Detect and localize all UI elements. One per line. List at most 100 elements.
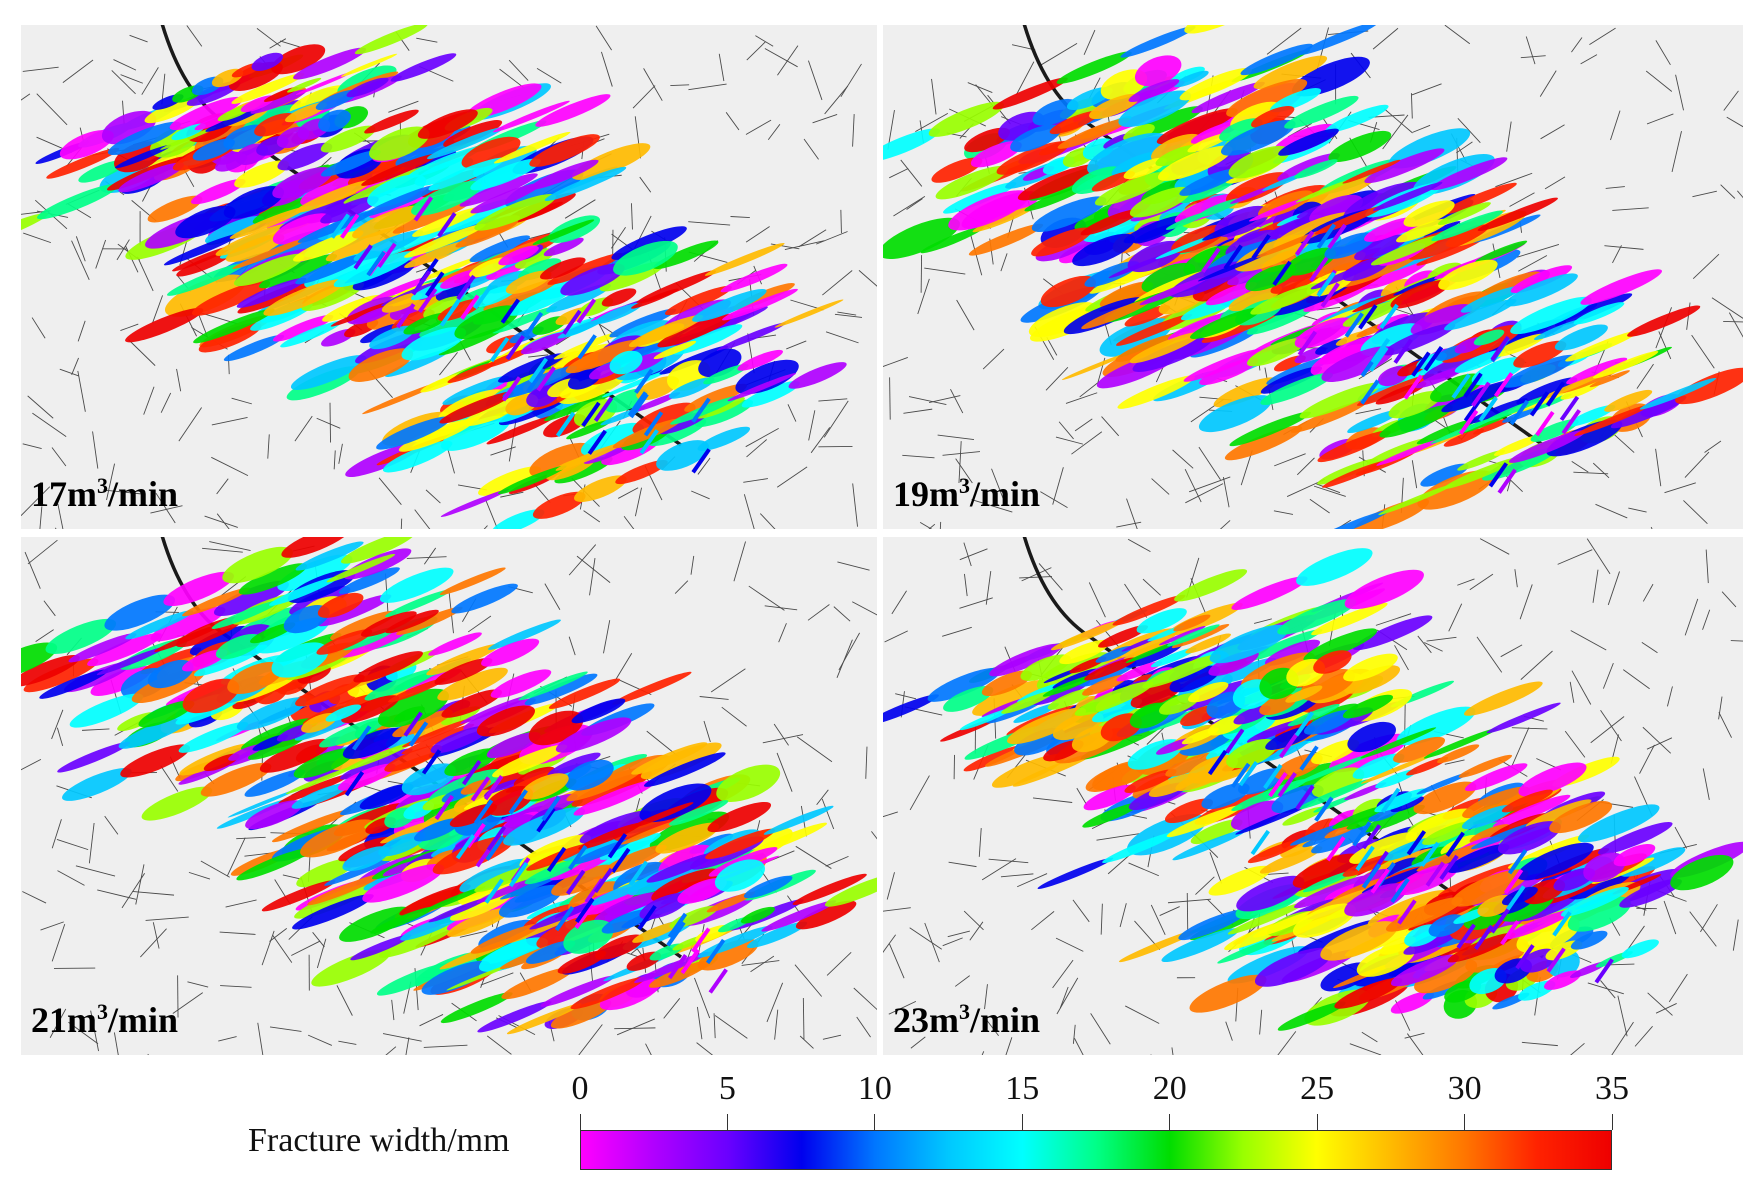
hydraulic-fracture (447, 801, 772, 937)
fracture-segment (340, 537, 416, 564)
fracture-segment (1420, 463, 1469, 487)
natural-fracture (68, 1021, 99, 1045)
natural-fracture (269, 38, 287, 49)
natural-fracture (1083, 29, 1096, 55)
natural-fracture (1519, 584, 1533, 620)
fracture-segment (285, 765, 356, 795)
fracture-segment (322, 294, 383, 322)
fracture-segment (498, 245, 539, 266)
cross-fracture (541, 795, 561, 822)
natural-fracture (1316, 307, 1341, 311)
fracture-segment (1120, 26, 1196, 58)
fracture-segment (1190, 819, 1243, 845)
fracture-segment (1230, 800, 1284, 831)
natural-fracture (500, 491, 524, 498)
natural-fracture (1456, 141, 1473, 154)
fracture-segment (630, 802, 694, 829)
natural-fracture (883, 811, 898, 818)
natural-fracture (291, 940, 321, 956)
natural-fracture (583, 510, 601, 523)
fracture-segment (1246, 720, 1299, 743)
natural-fracture (1675, 74, 1684, 111)
hydraulic-fracture (968, 95, 1359, 256)
natural-fracture (1506, 121, 1512, 152)
fracture-segment (1382, 323, 1456, 356)
cross-fracture (562, 309, 582, 335)
fracture-segment (525, 940, 576, 964)
natural-fracture (614, 653, 633, 683)
natural-fracture (743, 478, 768, 483)
cross-fracture (351, 725, 372, 751)
fracture-segment (1312, 509, 1390, 529)
fracture-segment (104, 594, 176, 631)
hydraulic-fracture (46, 25, 428, 179)
cross-fracture (1552, 911, 1572, 937)
fracture-segment (506, 1003, 582, 1035)
natural-fracture (27, 395, 54, 419)
fracture-segment (118, 715, 192, 749)
fracture-segment (1265, 725, 1316, 751)
colorbar-tick-mark (1316, 1114, 1318, 1130)
fracture-segment (1188, 681, 1229, 703)
fracture-segment (1403, 200, 1455, 227)
fracture-segment (524, 673, 598, 706)
natural-fracture (837, 561, 870, 571)
natural-fracture (21, 93, 31, 101)
cross-fracture (554, 905, 575, 932)
natural-fracture (1457, 117, 1481, 143)
natural-fracture (948, 861, 977, 868)
fracture-segment (1049, 110, 1101, 135)
fracture-segment (883, 217, 960, 259)
fracture-segment (428, 157, 506, 191)
natural-fracture (1309, 498, 1330, 514)
natural-fracture (1125, 1005, 1160, 1024)
natural-fracture (1444, 25, 1471, 45)
fracture-segment (564, 759, 614, 791)
cross-fracture (577, 334, 597, 360)
fracture-segment (1190, 307, 1262, 339)
natural-fracture (1737, 190, 1743, 199)
natural-fracture (632, 85, 656, 109)
natural-fracture (316, 938, 327, 969)
natural-fracture (1674, 826, 1688, 849)
fracture-segment (461, 136, 521, 169)
natural-fracture (663, 998, 681, 1019)
fracture-segment (294, 883, 375, 919)
cross-fracture (574, 903, 594, 929)
cross-fracture (421, 749, 442, 775)
natural-fracture (1355, 408, 1382, 415)
natural-fracture (120, 323, 139, 332)
fracture-segment (442, 375, 510, 405)
cross-fracture (1463, 396, 1484, 422)
fracture-segment (362, 863, 445, 903)
fracture-segment (295, 71, 353, 95)
natural-fracture (77, 320, 86, 342)
natural-fracture (900, 159, 923, 187)
hydraulic-fracture (147, 109, 419, 223)
fracture-segment (1185, 633, 1231, 654)
fracture-segment (1367, 438, 1429, 465)
fracture-segment (223, 334, 285, 362)
fracture-segment (440, 415, 511, 451)
fracture-segment (401, 763, 457, 796)
fracture-segment (692, 288, 767, 322)
fracture-segment (1089, 93, 1140, 120)
fracture-segment (1150, 647, 1197, 668)
hydraulic-fracture (1108, 159, 1401, 279)
fracture-segment (601, 909, 651, 934)
fracture-segment (441, 689, 503, 718)
natural-fracture (1296, 457, 1315, 476)
fracture-segment (281, 537, 352, 558)
fracture-segment (198, 322, 262, 353)
natural-fracture (1607, 571, 1620, 606)
natural-fracture (147, 1053, 149, 1055)
fracture-segment (1080, 208, 1142, 236)
fracture-segment (222, 546, 293, 584)
fracture-segment (295, 674, 365, 707)
fracture-segment (1393, 274, 1446, 296)
fracture-segment (426, 644, 500, 676)
fracture-segment (579, 810, 652, 844)
natural-fracture (950, 388, 964, 414)
fracture-segment (571, 771, 653, 807)
natural-fracture (928, 395, 961, 403)
